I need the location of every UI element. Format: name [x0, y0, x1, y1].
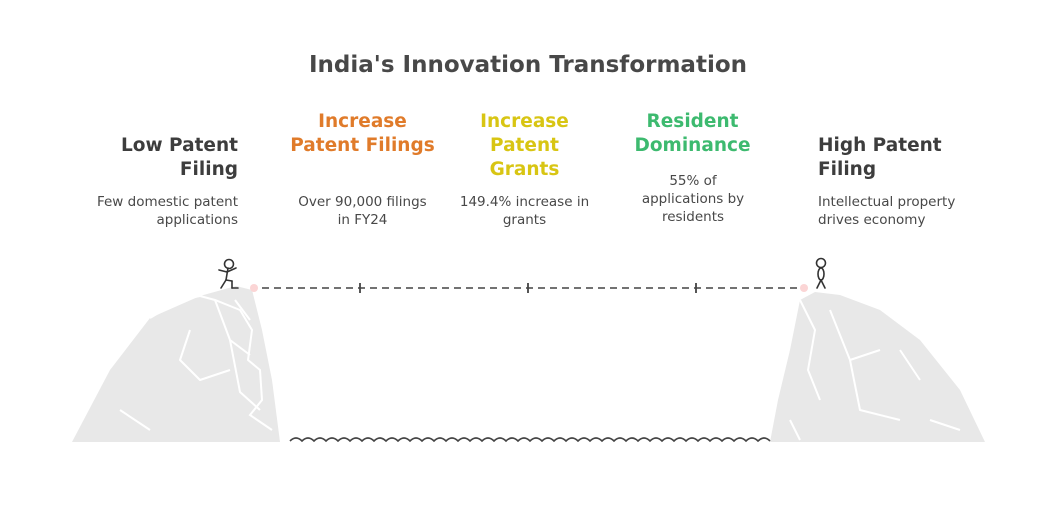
water-waves: [290, 438, 770, 441]
stick-figure-standing-icon: [817, 259, 826, 289]
stick-figure-stepping-icon: [219, 260, 238, 289]
left-cliff: [72, 286, 280, 442]
step-heading-resident-dominance: Resident Dominance: [620, 110, 765, 158]
start-heading: Low Patent Filing: [80, 134, 238, 182]
end-description: Intellectual property drives economy: [818, 193, 988, 229]
step-heading-increase-grants: Increase Patent Grants: [452, 110, 597, 182]
step-description-increase-grants: 149.4% increase in grants: [452, 193, 597, 229]
right-cliff: [770, 292, 985, 442]
step-description-increase-filings: Over 90,000 filings in FY24: [290, 193, 435, 229]
start-description: Few domestic patent applications: [70, 193, 238, 229]
anchor-right: [800, 284, 808, 292]
end-heading: High Patent Filing: [818, 134, 968, 182]
anchor-left: [250, 284, 258, 292]
rope: [250, 283, 808, 293]
step-heading-increase-filings: Increase Patent Filings: [290, 110, 435, 158]
step-description-resident-dominance: 55% of applications by residents: [630, 172, 756, 226]
diagram-title: India's Innovation Transformation: [0, 52, 1056, 78]
